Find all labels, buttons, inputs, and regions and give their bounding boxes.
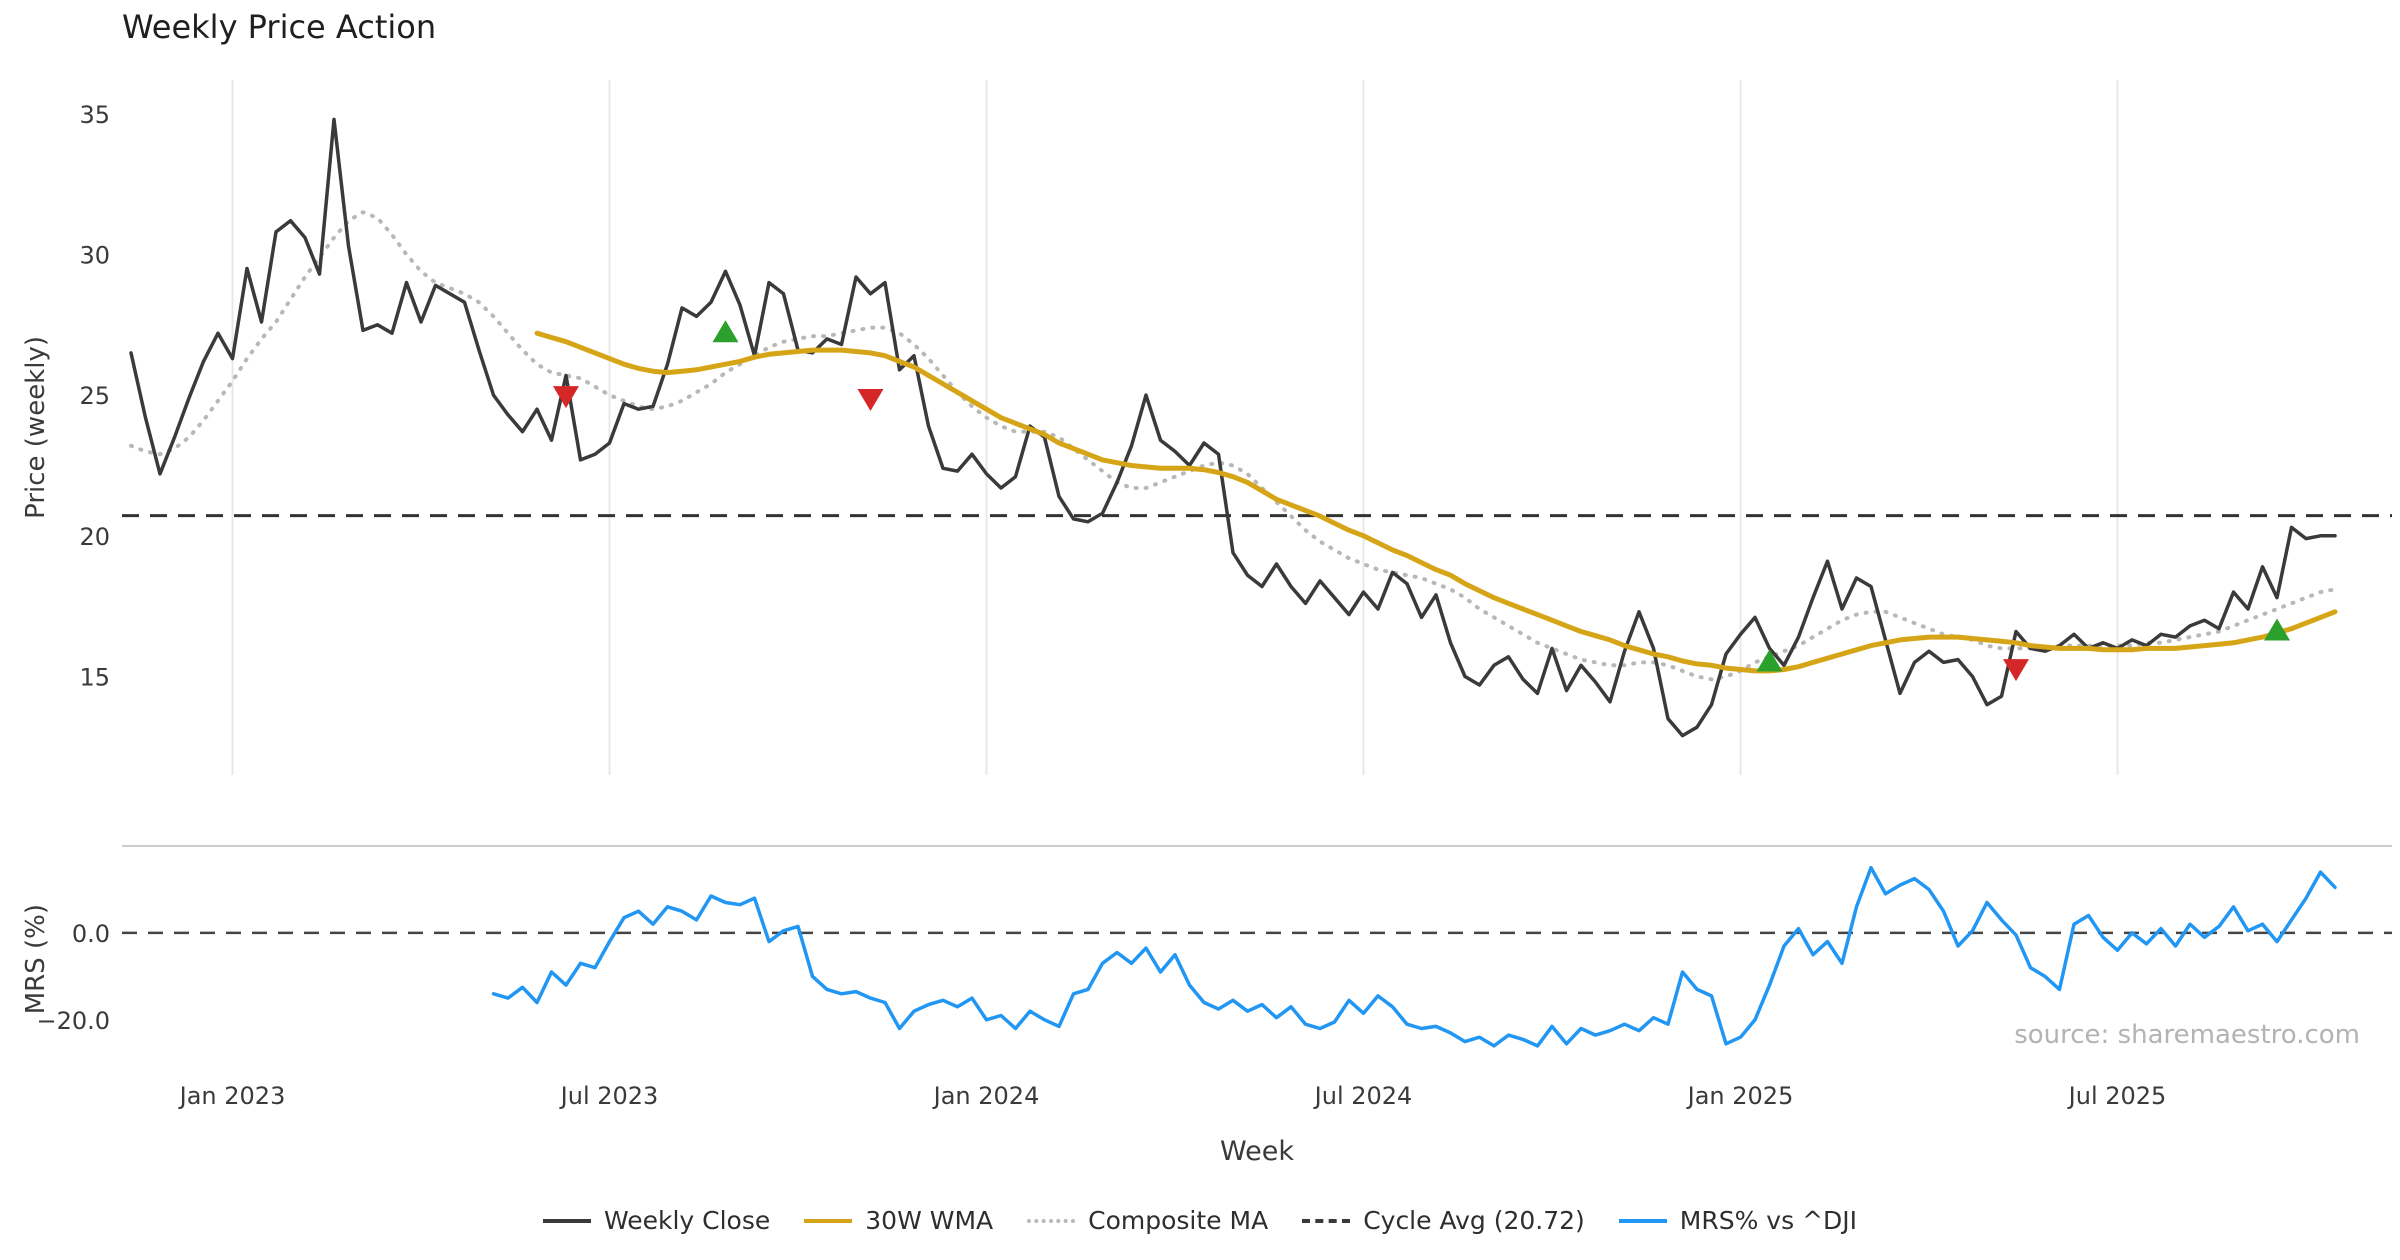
legend-swatch-solid — [804, 1218, 853, 1223]
sell-marker — [553, 386, 579, 409]
composite-ma-line — [129, 210, 2337, 682]
mrs-tick-label: −20.0 — [36, 1007, 110, 1035]
mrs-line — [491, 865, 2337, 1048]
x-tick-label: Jan 2024 — [932, 1082, 1040, 1110]
x-axis-label: Week — [1220, 1136, 1294, 1167]
buy-marker — [712, 320, 739, 343]
x-tick-label: Jul 2023 — [559, 1082, 659, 1110]
legend-item: Cycle Avg (20.72) — [1302, 1206, 1585, 1235]
x-tick-label: Jan 2023 — [178, 1082, 286, 1110]
legend-label: Cycle Avg (20.72) — [1363, 1206, 1585, 1235]
x-tick-label: Jul 2024 — [1313, 1082, 1413, 1110]
legend-item: Weekly Close — [542, 1206, 771, 1235]
buy-marker — [2264, 618, 2290, 641]
x-tick-label: Jan 2025 — [1686, 1082, 1794, 1110]
wma-line — [534, 330, 2338, 674]
weekly-close-line — [129, 117, 2337, 738]
price-tick-label: 15 — [79, 664, 110, 692]
chart-title: Weekly Price Action — [122, 8, 437, 46]
price-tick-label: 35 — [79, 101, 110, 129]
sell-marker — [857, 388, 884, 411]
legend: Weekly Close 30W WMA Composite MA Cycle Avg… — [0, 1206, 2400, 1235]
sell-marker — [2003, 659, 2029, 682]
mrs-axis-label-wrap: MRS (%) — [16, 846, 56, 1072]
legend-swatch-solid — [1618, 1218, 1667, 1223]
x-tick-label: Jul 2025 — [2067, 1082, 2167, 1110]
legend-item: MRS% vs ^DJI — [1618, 1206, 1858, 1235]
legend-label: 30W WMA — [865, 1206, 994, 1235]
legend-swatch-dotted — [1027, 1218, 1076, 1223]
legend-item: 30W WMA — [804, 1206, 993, 1235]
price-axis-label-wrap: Price (weekly) — [16, 80, 56, 775]
legend-label: Weekly Close — [603, 1206, 771, 1235]
price-tick-label: 25 — [79, 382, 110, 410]
price-axis-label: Price (weekly) — [21, 336, 51, 519]
buy-marker — [1756, 649, 1783, 672]
mrs-axis-label: MRS (%) — [21, 903, 51, 1015]
legend-swatch-solid — [542, 1218, 591, 1223]
source-note: source: sharemaestro.com — [2014, 1020, 2360, 1050]
legend-label: MRS% vs ^DJI — [1679, 1206, 1858, 1235]
price-tick-label: 20 — [79, 523, 110, 551]
price-tick-label: 30 — [79, 241, 110, 269]
legend-swatch-dashed — [1302, 1218, 1351, 1223]
legend-label: Composite MA — [1088, 1206, 1269, 1235]
legend-item: Composite MA — [1027, 1206, 1268, 1235]
mrs-tick-label: 0.0 — [72, 920, 110, 948]
